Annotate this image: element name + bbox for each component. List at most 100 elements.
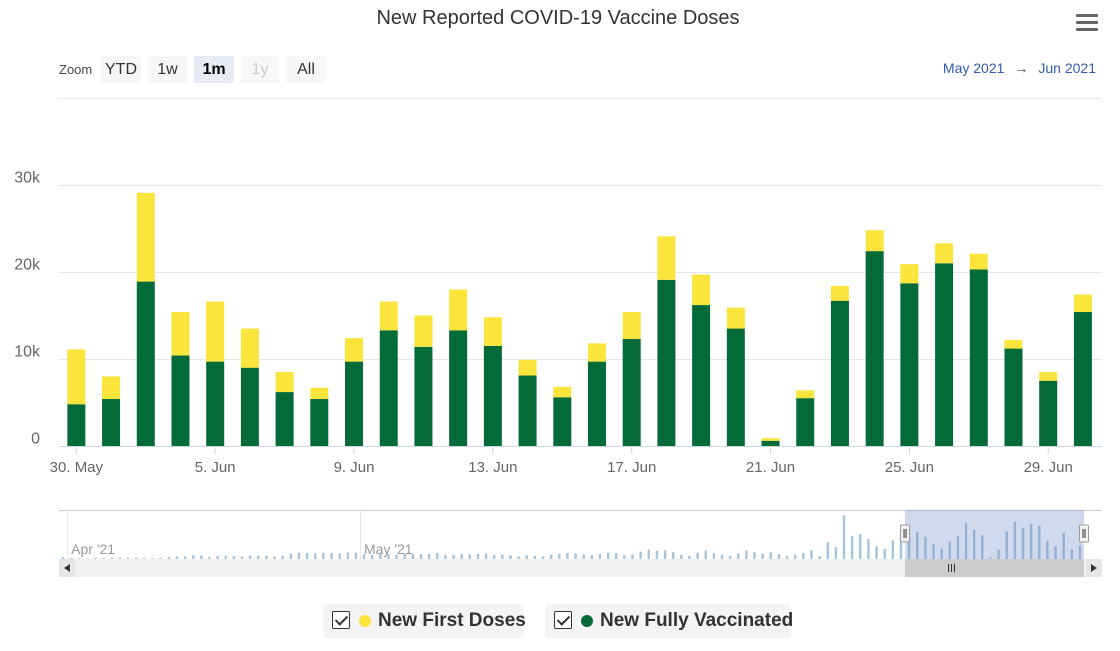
legend-checkbox-fully-vaccinated[interactable] bbox=[554, 611, 572, 629]
bar-fully-vaccinated[interactable] bbox=[1004, 348, 1023, 446]
navigator-bar bbox=[224, 555, 227, 559]
x-tick-label: 17. Jun bbox=[607, 459, 656, 476]
bar-fully-vaccinated[interactable] bbox=[935, 263, 954, 446]
bar-fully-vaccinated[interactable] bbox=[414, 346, 433, 446]
scrollbar-thumb[interactable] bbox=[905, 559, 1084, 577]
bar-fully-vaccinated[interactable] bbox=[1073, 312, 1092, 446]
x-tick-label: 29. Jun bbox=[1024, 459, 1073, 476]
bar-fully-vaccinated[interactable] bbox=[865, 251, 884, 446]
zoom-1m-button[interactable]: 1m bbox=[194, 56, 234, 83]
bar-first-doses[interactable] bbox=[206, 301, 225, 362]
bar-fully-vaccinated[interactable] bbox=[518, 375, 537, 446]
navigator-bar bbox=[281, 555, 284, 559]
bar-first-doses[interactable] bbox=[240, 328, 259, 368]
bar-fully-vaccinated[interactable] bbox=[692, 305, 711, 446]
bar-first-doses[interactable] bbox=[830, 285, 849, 301]
bar-first-doses[interactable] bbox=[761, 438, 780, 441]
bar-first-doses[interactable] bbox=[796, 390, 815, 399]
navigator-bar bbox=[1029, 524, 1033, 559]
bar-fully-vaccinated[interactable] bbox=[379, 330, 398, 446]
bar-first-doses[interactable] bbox=[1073, 294, 1092, 313]
navigator-bar bbox=[753, 552, 756, 559]
bar-fully-vaccinated[interactable] bbox=[900, 283, 919, 446]
bar-first-doses[interactable] bbox=[379, 301, 398, 331]
bar-first-doses[interactable] bbox=[310, 387, 329, 400]
bar-fully-vaccinated[interactable] bbox=[657, 279, 676, 446]
bar-fully-vaccinated[interactable] bbox=[726, 328, 745, 446]
navigator-bar bbox=[517, 556, 520, 559]
bar-fully-vaccinated[interactable] bbox=[553, 397, 572, 446]
hamburger-menu-icon[interactable] bbox=[1076, 14, 1098, 34]
bar-first-doses[interactable] bbox=[900, 264, 919, 284]
navigator-bar bbox=[549, 554, 553, 559]
bar-fully-vaccinated[interactable] bbox=[969, 269, 988, 446]
zoom-all-button[interactable]: All bbox=[286, 56, 326, 83]
x-tick-label: 5. Jun bbox=[195, 459, 236, 476]
bar-fully-vaccinated[interactable] bbox=[483, 345, 502, 446]
bar-fully-vaccinated[interactable] bbox=[1039, 380, 1058, 446]
scrollbar-track[interactable] bbox=[59, 559, 1102, 577]
zoom-ytd-button[interactable]: YTD bbox=[101, 56, 141, 83]
bar-first-doses[interactable] bbox=[657, 236, 676, 280]
bar-fully-vaccinated[interactable] bbox=[345, 361, 364, 446]
bar-first-doses[interactable] bbox=[1004, 339, 1023, 349]
bar-first-doses[interactable] bbox=[449, 289, 468, 331]
bar-first-doses[interactable] bbox=[171, 312, 190, 356]
bar-first-doses[interactable] bbox=[553, 386, 572, 398]
bar-fully-vaccinated[interactable] bbox=[240, 367, 259, 446]
bar-first-doses[interactable] bbox=[345, 338, 364, 362]
navigator-handle-right[interactable] bbox=[1079, 524, 1089, 543]
navigator-bar bbox=[183, 556, 187, 559]
navigator-bar bbox=[826, 542, 829, 559]
bar-fully-vaccinated[interactable] bbox=[761, 440, 780, 446]
navigator-bar bbox=[891, 540, 895, 559]
navigator-bar bbox=[1046, 540, 1049, 559]
navigator-bar bbox=[623, 555, 626, 559]
bar-fully-vaccinated[interactable] bbox=[796, 398, 815, 446]
navigator-bar bbox=[615, 553, 618, 559]
zoom-1w-button[interactable]: 1w bbox=[148, 56, 187, 83]
bar-fully-vaccinated[interactable] bbox=[587, 361, 606, 446]
bar-first-doses[interactable] bbox=[102, 376, 121, 400]
bar-first-doses[interactable] bbox=[518, 359, 537, 376]
bar-first-doses[interactable] bbox=[136, 192, 155, 282]
bar-first-doses[interactable] bbox=[275, 372, 294, 393]
bar-first-doses[interactable] bbox=[969, 253, 988, 270]
navigator-bar bbox=[712, 553, 716, 559]
legend-item-first-doses[interactable]: New First Doses bbox=[323, 604, 526, 638]
bar-first-doses[interactable] bbox=[483, 317, 502, 346]
bar-first-doses[interactable] bbox=[622, 312, 641, 339]
bar-first-doses[interactable] bbox=[587, 343, 606, 362]
bar-first-doses[interactable] bbox=[865, 230, 884, 252]
navigator-bar bbox=[86, 558, 89, 559]
bar-fully-vaccinated[interactable] bbox=[171, 355, 190, 446]
legend-label-first-doses: New First Doses bbox=[378, 610, 526, 631]
bar-fully-vaccinated[interactable] bbox=[67, 404, 86, 446]
navigator-bar bbox=[688, 555, 691, 559]
bar-fully-vaccinated[interactable] bbox=[830, 300, 849, 446]
navigator-bar bbox=[232, 556, 236, 559]
bar-fully-vaccinated[interactable] bbox=[622, 338, 641, 446]
navigator-bar bbox=[94, 557, 97, 559]
bar-fully-vaccinated[interactable] bbox=[449, 330, 468, 446]
bar-first-doses[interactable] bbox=[726, 307, 745, 329]
navigator-selection[interactable] bbox=[905, 510, 1084, 559]
bar-fully-vaccinated[interactable] bbox=[136, 281, 155, 446]
legend-item-fully-vaccinated[interactable]: New Fully Vaccinated bbox=[545, 604, 793, 638]
bar-fully-vaccinated[interactable] bbox=[102, 399, 121, 446]
navigator-bar bbox=[794, 554, 797, 559]
range-to[interactable]: Jun 2021 bbox=[1038, 60, 1096, 76]
y-tick-label: 20k bbox=[14, 257, 41, 274]
range-from[interactable]: May 2021 bbox=[942, 60, 1005, 76]
legend-checkbox-first-doses[interactable] bbox=[332, 611, 350, 629]
bar-fully-vaccinated[interactable] bbox=[206, 361, 225, 446]
bar-fully-vaccinated[interactable] bbox=[310, 399, 329, 446]
bar-first-doses[interactable] bbox=[414, 315, 433, 347]
bar-first-doses[interactable] bbox=[67, 349, 86, 405]
navigator-bar bbox=[972, 529, 976, 559]
bar-first-doses[interactable] bbox=[1039, 372, 1058, 381]
bar-fully-vaccinated[interactable] bbox=[275, 392, 294, 446]
bar-first-doses[interactable] bbox=[935, 243, 954, 264]
navigator-handle-left[interactable] bbox=[900, 524, 911, 543]
bar-first-doses[interactable] bbox=[692, 274, 711, 306]
